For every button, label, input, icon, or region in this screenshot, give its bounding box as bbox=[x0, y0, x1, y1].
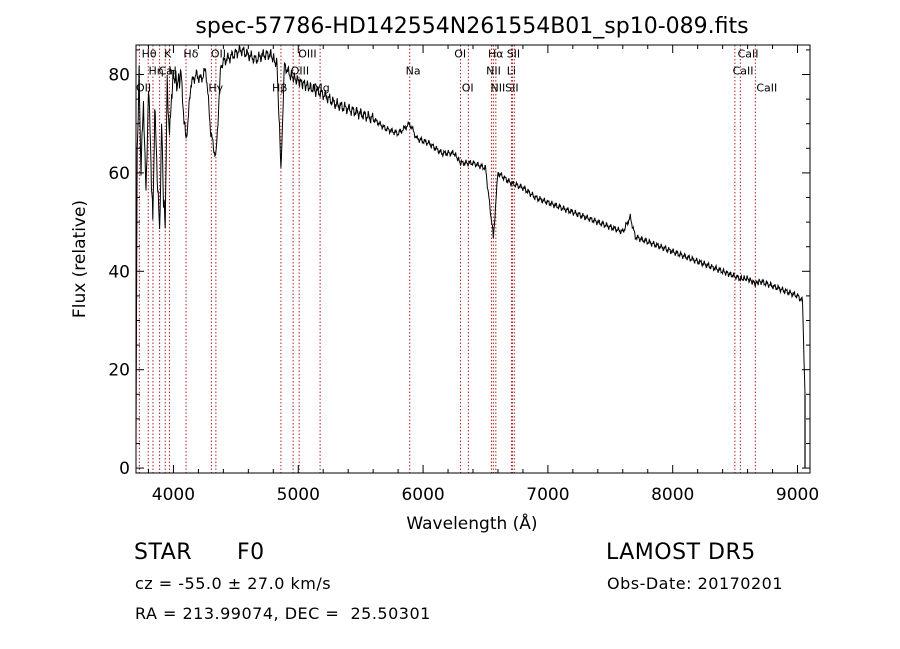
x-tick-label-8000: 8000 bbox=[651, 485, 694, 505]
x-tick-label-7000: 7000 bbox=[526, 485, 569, 505]
line-label-23: CaII bbox=[756, 82, 777, 95]
observation-date: Obs-Date: 20170201 bbox=[607, 574, 784, 593]
line-label-1: K bbox=[164, 47, 172, 60]
line-label-22: NIISII bbox=[490, 82, 518, 95]
y-tick-label-60: 60 bbox=[108, 164, 130, 184]
x-tick-label-6000: 6000 bbox=[401, 485, 444, 505]
coordinates: RA = 213.99074, DEC = 25.50301 bbox=[135, 604, 431, 623]
x-axis-label: Wavelength (Å) bbox=[406, 512, 537, 534]
line-label-2: Hδ bbox=[183, 47, 198, 60]
spectrum-series bbox=[135, 45, 806, 469]
line-label-19: Hβ bbox=[272, 82, 287, 95]
line-label-3: OII bbox=[211, 47, 226, 60]
line-label-16: CaII bbox=[733, 65, 754, 78]
x-tick-label-9000: 9000 bbox=[776, 485, 819, 505]
line-label-17: OII bbox=[136, 82, 151, 95]
y-axis-ticks: 0 20 40 60 80 bbox=[108, 49, 810, 479]
line-label-12: OIII bbox=[291, 65, 309, 78]
line-label-5: OI bbox=[454, 47, 466, 60]
line-label-4: OIII bbox=[298, 47, 316, 60]
line-label-6: Hα bbox=[488, 47, 504, 60]
line-label-10: Ca bbox=[158, 65, 172, 78]
x-tick-label-5000: 5000 bbox=[277, 485, 320, 505]
x-axis-ticks: 4000 5000 6000 7000 8000 9000 bbox=[147, 45, 819, 505]
line-label-20: Mg bbox=[313, 82, 329, 95]
y-tick-label-40: 40 bbox=[108, 262, 130, 282]
line-label-9: Hη bbox=[148, 65, 163, 78]
survey-name: LAMOST DR5 bbox=[606, 540, 756, 565]
y-tick-label-80: 80 bbox=[108, 66, 130, 86]
line-label-8: CaII bbox=[738, 47, 759, 60]
line-label-0: Hθ bbox=[142, 47, 157, 60]
y-axis-label: Flux (relative) bbox=[70, 200, 90, 318]
line-label-11: H bbox=[168, 65, 176, 78]
line-label-7: SII bbox=[507, 47, 520, 60]
y-tick-label-20: 20 bbox=[108, 361, 130, 381]
line-label-14: NII bbox=[486, 65, 501, 78]
redshift-velocity: cz = -55.0 ± 27.0 km/s bbox=[135, 574, 332, 593]
object-subclass: F0 bbox=[237, 540, 265, 565]
line-label-18: Hγ bbox=[208, 82, 223, 95]
object-class: STAR bbox=[134, 540, 193, 565]
spectrum-line bbox=[135, 45, 806, 446]
x-tick-label-4000: 4000 bbox=[152, 485, 195, 505]
line-label-21: OI bbox=[462, 82, 474, 95]
chart-title: spec-57786-HD142554N261554B01_sp10-089.f… bbox=[195, 14, 748, 39]
y-tick-label-0: 0 bbox=[119, 459, 130, 479]
line-label-15: Li bbox=[507, 65, 516, 78]
line-label-13: Na bbox=[406, 65, 421, 78]
spectral-line-markers bbox=[138, 45, 756, 473]
